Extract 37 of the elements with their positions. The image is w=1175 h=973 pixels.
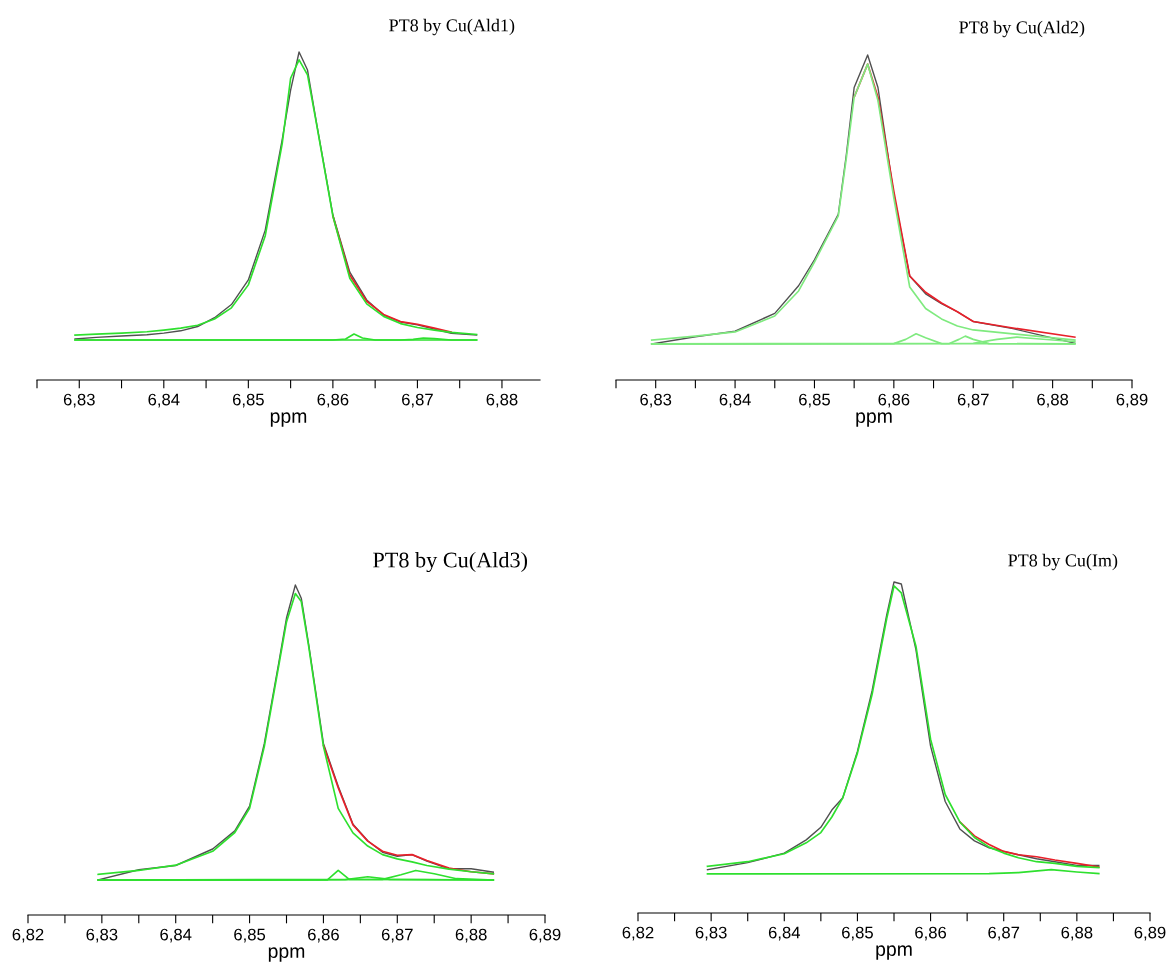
x-tick-label: 6,89 bbox=[529, 928, 561, 943]
chart-title: PT8 by Cu(Ald2) bbox=[959, 20, 1085, 38]
x-tick-label: 6,83 bbox=[695, 926, 727, 941]
x-axis-title: ppm bbox=[856, 412, 892, 427]
x-tick-label: 6,82 bbox=[12, 928, 44, 943]
x-tick-label: 6,84 bbox=[719, 393, 751, 408]
chart-title: PT8 by Cu(Ald3) bbox=[373, 551, 528, 573]
chart-title: PT8 by Cu(Ald1) bbox=[389, 18, 515, 36]
x-tick-label: 6,84 bbox=[160, 928, 192, 943]
x-tick-label: 6,89 bbox=[1116, 393, 1148, 408]
x-tick-label: 6,88 bbox=[455, 928, 487, 943]
x-tick-label: 6,87 bbox=[381, 928, 413, 943]
x-tick-label: 6,87 bbox=[957, 393, 989, 408]
x-axis-title: ppm bbox=[268, 947, 305, 962]
x-tick-label: 6,85 bbox=[799, 393, 830, 408]
x-tick-label: 6,86 bbox=[317, 393, 349, 408]
x-tick-label: 6,85 bbox=[232, 393, 264, 408]
x-tick-label: 6,86 bbox=[308, 928, 339, 943]
x-tick-label: 6,83 bbox=[640, 393, 672, 408]
x-axis-title: ppm bbox=[876, 945, 912, 960]
x-tick-label: 6,86 bbox=[878, 393, 910, 408]
x-tick-label: 6,88 bbox=[1037, 393, 1069, 408]
x-tick-label: 6,85 bbox=[234, 928, 266, 943]
x-tick-label: 6,84 bbox=[768, 926, 801, 941]
x-tick-label: 6,86 bbox=[915, 926, 947, 941]
x-tick-label: 6,82 bbox=[622, 926, 654, 941]
x-tick-label: 6,87 bbox=[988, 926, 1020, 941]
x-tick-label: 6,89 bbox=[1134, 926, 1166, 941]
x-axis-title: ppm bbox=[270, 412, 307, 427]
x-tick-label: 6,88 bbox=[1061, 926, 1093, 941]
chart-title: PT8 by Cu(Im) bbox=[1008, 553, 1118, 571]
x-tick-label: 6,83 bbox=[63, 393, 95, 408]
x-tick-label: 6,83 bbox=[86, 928, 118, 943]
x-tick-label: 6,88 bbox=[486, 393, 518, 408]
x-tick-label: 6,84 bbox=[148, 393, 180, 408]
x-tick-label: 6,85 bbox=[842, 926, 873, 941]
x-tick-label: 6,87 bbox=[402, 393, 433, 408]
